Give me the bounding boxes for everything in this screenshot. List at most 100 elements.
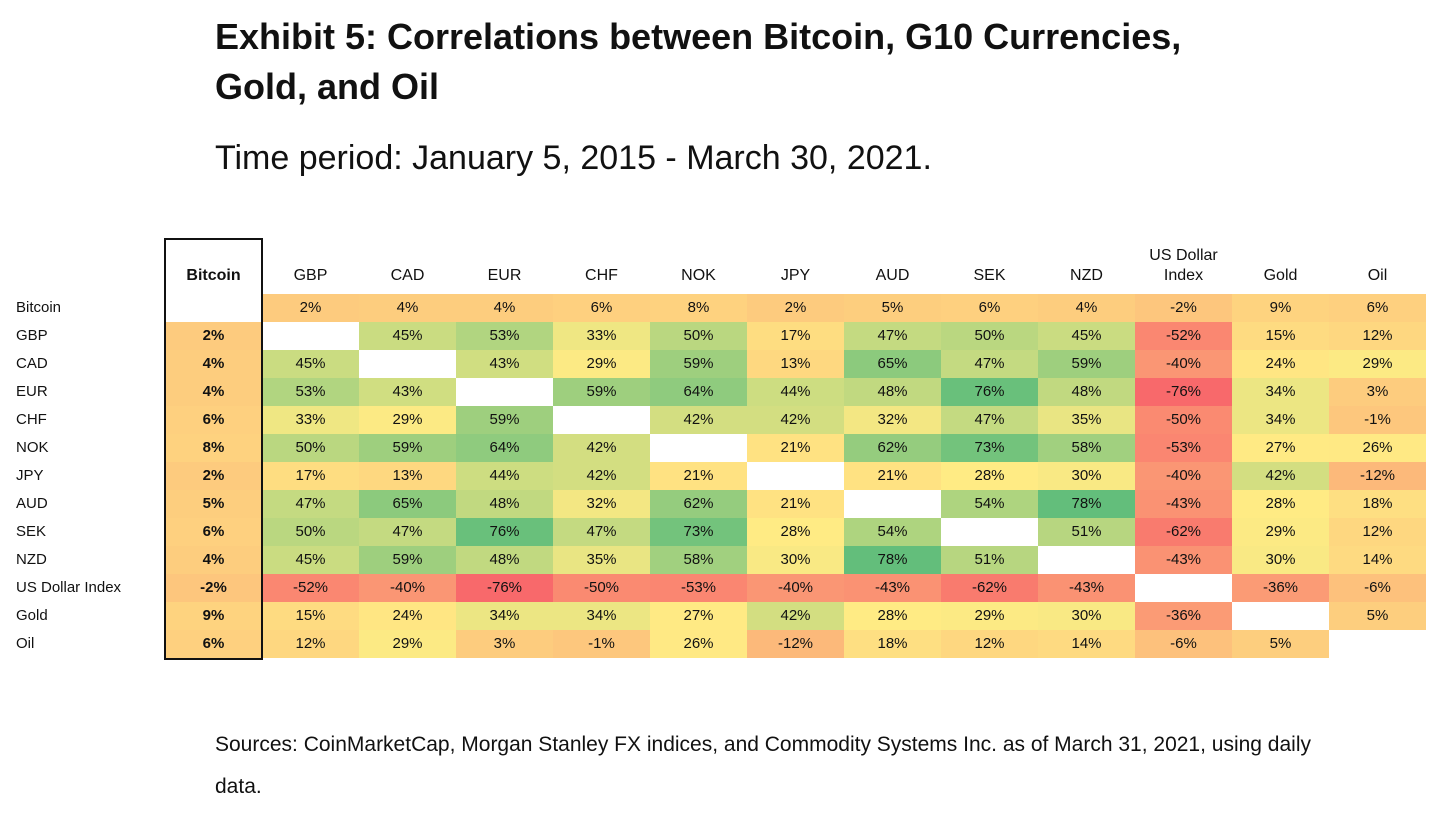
- heatmap-cell: 30%: [747, 546, 844, 574]
- heatmap-cell: 50%: [941, 322, 1038, 350]
- row-label: Oil: [16, 635, 35, 652]
- heatmap-cell: 12%: [941, 630, 1038, 658]
- heatmap-cell: 28%: [747, 518, 844, 546]
- heatmap-cell: [650, 434, 747, 462]
- sources-note: Sources: CoinMarketCap, Morgan Stanley F…: [215, 733, 1311, 798]
- heatmap-cell: 64%: [650, 378, 747, 406]
- column-header: US Dollar Index: [1135, 246, 1232, 286]
- row-label: Gold: [16, 607, 48, 624]
- heatmap-cell: 64%: [456, 434, 553, 462]
- row-label: EUR: [16, 383, 48, 400]
- heatmap-cell: 17%: [262, 462, 359, 490]
- chart-title-line: Exhibit 5: Correlations between Bitcoin,…: [215, 16, 1182, 57]
- heatmap-cell: [1135, 574, 1232, 602]
- heatmap-cell: 9%: [1232, 294, 1329, 322]
- heatmap-cell: 42%: [650, 406, 747, 434]
- heatmap-cell: 47%: [941, 350, 1038, 378]
- row-label: CHF: [16, 411, 47, 428]
- heatmap-cell: -40%: [359, 574, 456, 602]
- row-label: NZD: [16, 551, 47, 568]
- heatmap-cell: 65%: [844, 350, 941, 378]
- heatmap-cell: 48%: [1038, 378, 1135, 406]
- heatmap-cell: 28%: [941, 462, 1038, 490]
- heatmap-cell: 43%: [359, 378, 456, 406]
- heatmap-cell: 5%: [844, 294, 941, 322]
- heatmap-cell: 78%: [1038, 490, 1135, 518]
- heatmap-cell: 76%: [941, 378, 1038, 406]
- row-label: AUD: [16, 495, 48, 512]
- heatmap-cell: 15%: [262, 602, 359, 630]
- heatmap-cell: 15%: [1232, 322, 1329, 350]
- heatmap-cell: [1232, 602, 1329, 630]
- heatmap-cell: 33%: [262, 406, 359, 434]
- heatmap-cell: -52%: [1135, 322, 1232, 350]
- heatmap-cell: 45%: [1038, 322, 1135, 350]
- heatmap-cell: 35%: [553, 546, 650, 574]
- heatmap-cell: 59%: [553, 378, 650, 406]
- heatmap-cell: [262, 322, 359, 350]
- heatmap-cell: 27%: [650, 602, 747, 630]
- heatmap-cell: 4%: [456, 294, 553, 322]
- heatmap-cell: 47%: [941, 406, 1038, 434]
- heatmap-cell: -36%: [1232, 574, 1329, 602]
- heatmap-cell: 30%: [1038, 462, 1135, 490]
- column-header: AUD: [875, 267, 910, 284]
- heatmap-cell: 58%: [650, 546, 747, 574]
- heatmap-cell: 8%: [650, 294, 747, 322]
- heatmap-cell: -53%: [650, 574, 747, 602]
- column-header: EUR: [487, 267, 522, 284]
- heatmap-cell: 24%: [1232, 350, 1329, 378]
- heatmap-cell: -36%: [1135, 602, 1232, 630]
- heatmap-cell: -43%: [844, 574, 941, 602]
- heatmap-cell: 8%: [165, 434, 262, 462]
- heatmap-cell: 12%: [1329, 518, 1426, 546]
- heatmap-cell: 34%: [553, 602, 650, 630]
- heatmap-cell: 50%: [262, 434, 359, 462]
- heatmap-cell: -43%: [1038, 574, 1135, 602]
- heatmap-cell: 30%: [1232, 546, 1329, 574]
- heatmap-cell: -76%: [1135, 378, 1232, 406]
- heatmap-cell: 50%: [650, 322, 747, 350]
- heatmap-cell: 50%: [262, 518, 359, 546]
- heatmap-cell: 18%: [844, 630, 941, 658]
- heatmap-cell: [844, 490, 941, 518]
- column-header: CAD: [390, 267, 425, 284]
- heatmap-cell: 4%: [165, 378, 262, 406]
- heatmap-cell: [1329, 630, 1426, 658]
- heatmap-cell: 48%: [456, 490, 553, 518]
- heatmap-cell: 48%: [456, 546, 553, 574]
- heatmap-cell: 6%: [941, 294, 1038, 322]
- heatmap-cell: 24%: [359, 602, 456, 630]
- heatmap-cell: 44%: [747, 378, 844, 406]
- heatmap-cell: 29%: [941, 602, 1038, 630]
- heatmap-cell: -53%: [1135, 434, 1232, 462]
- heatmap-cell: 48%: [844, 378, 941, 406]
- heatmap-cell: 29%: [553, 350, 650, 378]
- heatmap-cell: 62%: [844, 434, 941, 462]
- heatmap-cell: 13%: [747, 350, 844, 378]
- heatmap-cell: 21%: [650, 462, 747, 490]
- heatmap-cell: 29%: [1232, 518, 1329, 546]
- heatmap-cell: 6%: [553, 294, 650, 322]
- heatmap-cell: 73%: [941, 434, 1038, 462]
- heatmap-cell: 6%: [1329, 294, 1426, 322]
- heatmap-cell: 51%: [1038, 518, 1135, 546]
- row-label: SEK: [16, 523, 47, 540]
- heatmap-cell: [456, 378, 553, 406]
- column-header: JPY: [780, 267, 811, 284]
- heatmap-cell: 14%: [1329, 546, 1426, 574]
- heatmap-cell: 5%: [165, 490, 262, 518]
- row-label: NOK: [16, 439, 49, 456]
- heatmap-cell: 59%: [1038, 350, 1135, 378]
- heatmap-cell: 54%: [941, 490, 1038, 518]
- heatmap-cell: 45%: [359, 322, 456, 350]
- heatmap-cell: -62%: [1135, 518, 1232, 546]
- heatmap-cell: 6%: [165, 518, 262, 546]
- heatmap-cell: -1%: [553, 630, 650, 658]
- heatmap-cell: 2%: [747, 294, 844, 322]
- column-header-line: US Dollar: [1149, 247, 1218, 264]
- column-header: Bitcoin: [186, 267, 241, 284]
- heatmap-cell: 3%: [456, 630, 553, 658]
- column-header: Gold: [1263, 267, 1298, 284]
- heatmap-cell: 45%: [262, 350, 359, 378]
